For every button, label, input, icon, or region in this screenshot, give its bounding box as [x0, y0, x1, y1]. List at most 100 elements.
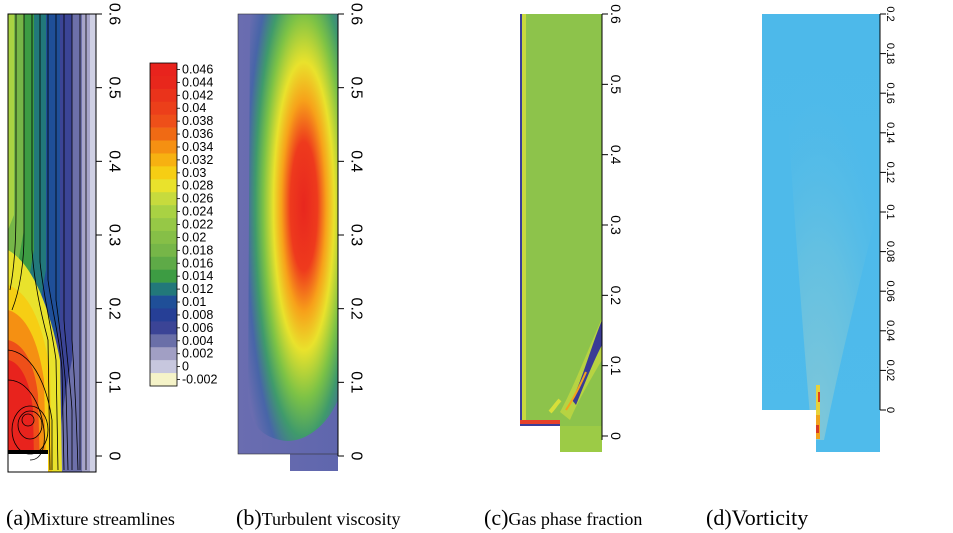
legend-a-swatch [150, 360, 177, 374]
caption-d-text: Vorticity [731, 505, 809, 530]
panel-d-tick-label: 0 [884, 407, 896, 413]
caption-b-text: Turbulent viscosity [261, 509, 401, 529]
panel-a-legend-label: 0.04 [182, 101, 206, 115]
panel-a-legend-label: 0.006 [182, 321, 213, 335]
panel-c-tick-label: 0.3 [608, 215, 624, 235]
panel-a-legend-label: 0.02 [182, 230, 206, 244]
panel-a-legend-label: 0.044 [182, 75, 213, 89]
panel-d-tick-label: 0.2 [884, 6, 896, 21]
legend-a-swatch [150, 321, 177, 335]
panel-a-legend-label: 0.002 [182, 347, 213, 361]
panel-c-tick-label: 0.2 [608, 286, 624, 306]
caption-d-letter: (d) [706, 505, 732, 530]
panel-a: 00.10.20.30.40.50.6 0.0460.0440.0420.040… [7, 3, 217, 473]
panel-d-field [762, 14, 880, 452]
panel-d-tick-label: 0.04 [884, 320, 896, 341]
panel-a-legend-label: 0.038 [182, 114, 213, 128]
caption-b-letter: (b) [236, 505, 262, 530]
panel-a-tick-label: 0.2 [106, 298, 123, 320]
panel-a-legend-label: 0.036 [182, 127, 213, 141]
panel-c-tick-label: 0.4 [608, 145, 624, 165]
legend-a-swatch [150, 243, 177, 258]
legend-a-swatch [150, 230, 177, 245]
panel-a-legend-label: 0.026 [182, 192, 213, 206]
panel-a-legend-label: 0.034 [182, 140, 213, 154]
panel-a-legend-label: 0.028 [182, 179, 213, 193]
panel-a-tick-label: 0.1 [106, 371, 123, 393]
legend-a-swatch [150, 269, 177, 283]
panel-b: 0 0.1 0.2 0.3 0.4 0.5 0.6 [237, 3, 365, 472]
legend-a-swatch [150, 179, 177, 193]
panel-d-tick-label: 0.08 [884, 241, 896, 262]
panel-a-legend-label: -0.002 [182, 373, 217, 387]
panel-a-legend-label: 0.032 [182, 153, 213, 167]
panel-c-tick-label: 0.6 [608, 4, 624, 24]
panel-a-tick-label: 0.4 [106, 150, 123, 172]
panel-c-field [520, 14, 602, 456]
panel-b-tick-label: 0.1 [348, 371, 365, 393]
legend-a-swatch [150, 347, 177, 361]
panel-b-tick-label: 0 [348, 452, 365, 461]
panel-a-legend-label: 0.022 [182, 218, 213, 232]
panel-a-legend-label: 0.042 [182, 88, 213, 102]
panel-d-tick-label: 0.06 [884, 280, 896, 301]
legend-a-swatch [150, 75, 177, 90]
legend-a-swatch [150, 308, 177, 322]
panel-d-tick-label: 0.16 [884, 82, 896, 103]
legend-a-swatch [150, 373, 177, 387]
panel-b-tick-label: 0.4 [348, 150, 365, 172]
panel-a-legend-label: 0.03 [182, 166, 206, 180]
legend-a-swatch [150, 166, 177, 180]
panel-b-tick-label: 0.6 [348, 3, 365, 25]
panel-d-axis: 0 0.02 0.04 0.06 0.08 0.1 0.12 0.14 0.16 0.18 0.2 [879, 6, 896, 413]
panel-a-legend-label: 0.018 [182, 243, 213, 257]
panel-a-legend-label: 0.046 [182, 62, 213, 76]
panel-a-legend-label: 0.012 [182, 282, 213, 296]
panel-a-legend-label: 0.008 [182, 308, 213, 322]
panel-d: 0 0.02 0.04 0.06 0.08 0.1 0.12 0.14 0.16 0.18 0.2 [762, 6, 896, 452]
panel-a-axis: 0 0.1 0.2 0.3 0.4 0.5 0.6 [95, 3, 123, 461]
legend-a-swatch [150, 256, 177, 271]
panel-b-field [237, 13, 339, 472]
panel-d-tick-label: 0.12 [884, 162, 896, 183]
panel-a-legend-label: 0.004 [182, 334, 213, 348]
caption-a-text: Mixture streamlines [30, 509, 175, 529]
caption-a-letter: (a) [6, 505, 31, 530]
legend-a-swatch [150, 295, 177, 309]
panel-a-legend-label: 0 [182, 360, 189, 374]
legend-a-swatch [150, 88, 177, 103]
panel-a-tick-label: 0.6 [106, 3, 123, 25]
legend-a-swatch [150, 218, 177, 232]
panel-a-legend-label: 0.016 [182, 256, 213, 270]
legend-a-swatch [150, 205, 177, 219]
panel-d-tick-label: 0.18 [884, 43, 896, 64]
panel-d-tick-label: 0.02 [884, 360, 896, 381]
legend-a-swatch [150, 282, 177, 296]
caption-b: (b)Turbulent viscosity [236, 505, 401, 531]
panel-c-tick-label: 0 [608, 432, 624, 440]
panel-a-tick-label: 0.5 [106, 77, 123, 99]
panel-a-tick-label: 0 [106, 452, 123, 461]
panel-b-tick-label: 0.5 [348, 77, 365, 99]
legend-a-swatch [150, 127, 177, 141]
panel-d-tick-label: 0.1 [884, 204, 896, 219]
panel-c: 0 0.1 0.2 0.3 0.4 0.5 0.6 [520, 4, 624, 456]
panel-a-tick-label: 0.3 [106, 224, 123, 246]
caption-a: (a)Mixture streamlines [6, 505, 175, 531]
panel-a-legend: 0.0460.0440.0420.040.0380.0360.0340.0320… [149, 62, 217, 387]
caption-c-text: Gas phase fraction [508, 509, 643, 529]
panel-c-tick-label: 0.1 [608, 356, 624, 376]
panel-b-axis: 0 0.1 0.2 0.3 0.4 0.5 0.6 [337, 3, 365, 461]
panel-a-legend-label: 0.01 [182, 295, 206, 309]
panel-c-tick-label: 0.5 [608, 75, 624, 95]
legend-a-swatch [150, 140, 177, 154]
panel-a-legend-label: 0.014 [182, 269, 213, 283]
panel-a-field [7, 13, 97, 473]
legend-a-swatch [150, 153, 177, 167]
panel-d-tick-label: 0.14 [884, 122, 896, 143]
legend-a-swatch [150, 192, 177, 206]
panel-a-legend-label: 0.024 [182, 205, 213, 219]
legend-a-swatch [150, 114, 177, 128]
panel-c-axis: 0 0.1 0.2 0.3 0.4 0.5 0.6 [601, 4, 624, 440]
